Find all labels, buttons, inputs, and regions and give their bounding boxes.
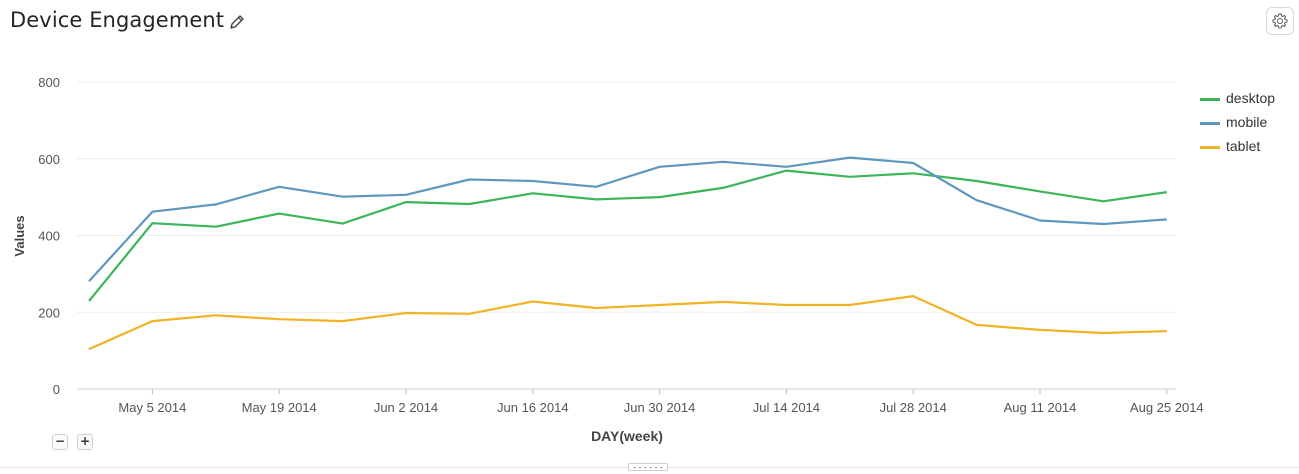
x-axis-label: DAY(week)	[591, 428, 663, 444]
data-point-desktop[interactable]	[340, 221, 345, 226]
y-tick-label: 200	[38, 305, 60, 320]
legend-label: desktop	[1226, 90, 1276, 106]
series-line-tablet[interactable]	[88, 295, 1167, 351]
data-point-tablet[interactable]	[530, 299, 535, 304]
data-point-desktop[interactable]	[847, 174, 852, 179]
legend-swatch	[1200, 146, 1220, 149]
data-point-tablet[interactable]	[974, 322, 979, 327]
data-point-mobile[interactable]	[404, 192, 409, 197]
data-point-tablet[interactable]	[404, 311, 409, 316]
data-point-desktop[interactable]	[150, 221, 155, 226]
data-point-tablet[interactable]	[87, 347, 92, 352]
data-point-desktop[interactable]	[1038, 189, 1043, 194]
data-point-desktop[interactable]	[87, 299, 92, 304]
data-point-mobile[interactable]	[1164, 217, 1169, 222]
data-point-mobile[interactable]	[911, 160, 916, 165]
x-tick-label: Aug 11 2014	[1004, 400, 1077, 415]
x-tick-label: Jun 30 2014	[624, 400, 696, 415]
data-point-desktop[interactable]	[594, 197, 599, 202]
y-tick-label: 0	[53, 382, 60, 397]
data-point-tablet[interactable]	[277, 317, 282, 322]
data-point-desktop[interactable]	[721, 185, 726, 190]
data-point-desktop[interactable]	[213, 224, 218, 229]
data-point-mobile[interactable]	[1038, 218, 1043, 223]
legend-label: tablet	[1226, 138, 1261, 154]
series-line-desktop[interactable]	[88, 169, 1167, 302]
x-tick-label: Jul 28 2014	[880, 400, 947, 415]
page-title: Device Engagement	[10, 8, 225, 32]
x-tick-label: Jun 2 2014	[374, 400, 438, 415]
x-tick-label: May 5 2014	[118, 400, 186, 415]
y-tick-label: 600	[38, 152, 60, 167]
chart-series	[87, 155, 1169, 352]
data-point-mobile[interactable]	[530, 179, 535, 184]
pencil-icon[interactable]	[227, 12, 247, 32]
x-tick-label: Aug 25 2014	[1130, 400, 1204, 415]
data-point-desktop[interactable]	[1101, 199, 1106, 204]
data-point-tablet[interactable]	[467, 311, 472, 316]
data-point-tablet[interactable]	[213, 313, 218, 318]
y-tick-label: 800	[38, 75, 60, 90]
data-point-mobile[interactable]	[277, 184, 282, 189]
series-line-mobile[interactable]	[88, 156, 1167, 282]
data-point-tablet[interactable]	[911, 294, 916, 299]
x-tick-label: Jul 14 2014	[753, 400, 820, 415]
data-point-tablet[interactable]	[721, 299, 726, 304]
data-point-mobile[interactable]	[657, 164, 662, 169]
data-point-tablet[interactable]	[594, 306, 599, 311]
data-point-desktop[interactable]	[404, 200, 409, 205]
data-point-mobile[interactable]	[784, 164, 789, 169]
y-axis-label: Values	[12, 215, 27, 256]
gear-icon	[1272, 13, 1288, 29]
legend-label: mobile	[1226, 114, 1268, 130]
data-point-tablet[interactable]	[784, 302, 789, 307]
data-point-desktop[interactable]	[530, 191, 535, 196]
data-point-mobile[interactable]	[847, 155, 852, 160]
data-point-mobile[interactable]	[974, 198, 979, 203]
x-tick-label: May 19 2014	[242, 400, 317, 415]
data-point-tablet[interactable]	[1164, 329, 1169, 334]
data-point-desktop[interactable]	[277, 211, 282, 216]
data-point-tablet[interactable]	[150, 319, 155, 324]
data-point-mobile[interactable]	[150, 209, 155, 214]
data-point-mobile[interactable]	[721, 159, 726, 164]
legend-swatch	[1200, 98, 1220, 101]
zoom-in-button[interactable]: +	[77, 434, 93, 450]
settings-button[interactable]	[1266, 7, 1294, 35]
data-point-tablet[interactable]	[847, 302, 852, 307]
chart-grid	[77, 81, 1176, 390]
data-point-desktop[interactable]	[974, 179, 979, 184]
data-point-desktop[interactable]	[1164, 190, 1169, 195]
data-point-mobile[interactable]	[467, 177, 472, 182]
data-point-desktop[interactable]	[467, 202, 472, 207]
data-point-mobile[interactable]	[213, 202, 218, 207]
legend-swatch	[1200, 122, 1220, 125]
zoom-out-button[interactable]: −	[52, 434, 68, 450]
data-point-desktop[interactable]	[911, 171, 916, 176]
data-point-mobile[interactable]	[1101, 221, 1106, 226]
data-point-tablet[interactable]	[657, 302, 662, 307]
y-axis: 0 200 400 600 800	[38, 75, 60, 397]
data-point-tablet[interactable]	[1038, 327, 1043, 332]
data-point-tablet[interactable]	[1101, 330, 1106, 335]
resize-handle[interactable]	[628, 463, 668, 471]
data-point-tablet[interactable]	[340, 319, 345, 324]
x-axis: May 5 2014 May 19 2014 Jun 2 2014 Jun 16 20…	[77, 388, 1204, 415]
data-point-mobile[interactable]	[594, 184, 599, 189]
x-tick-label: Jun 16 2014	[497, 400, 569, 415]
y-tick-label: 400	[38, 229, 60, 244]
data-point-mobile[interactable]	[87, 279, 92, 284]
data-point-mobile[interactable]	[340, 194, 345, 199]
data-point-desktop[interactable]	[657, 195, 662, 200]
